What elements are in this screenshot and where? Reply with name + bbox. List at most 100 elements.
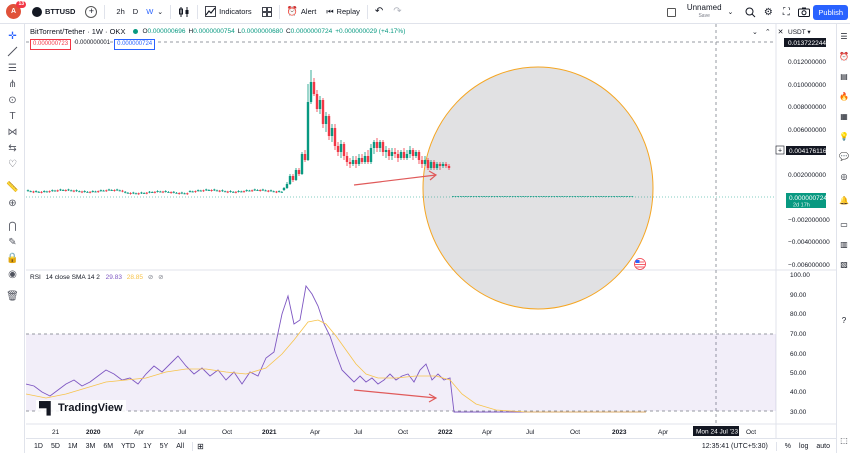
candle-body bbox=[333, 128, 337, 146]
price-tick-label: −0.004000000 bbox=[788, 239, 830, 246]
candle-body bbox=[210, 190, 213, 191]
remove-icon[interactable]: ⊘ bbox=[158, 274, 164, 281]
shapes-icon[interactable]: ⊙ bbox=[8, 94, 17, 106]
templates-button[interactable] bbox=[257, 0, 277, 24]
notifications-icon[interactable]: 🔔 bbox=[839, 195, 849, 205]
divider bbox=[192, 441, 194, 451]
price-tick-label: 0.012000000 bbox=[788, 59, 826, 66]
alerts-icon[interactable]: ⏰ bbox=[839, 51, 849, 61]
fib-retracement-icon[interactable]: ☰ bbox=[8, 62, 17, 74]
watchlist-icon[interactable]: ☰ bbox=[840, 31, 848, 41]
rsi-legend[interactable]: RSI 14 close SMA 14 2 29.83 28.85 ⊘ ⊘ bbox=[30, 273, 164, 281]
calendar-icon[interactable]: ▦ bbox=[840, 111, 848, 121]
range-5y[interactable]: 5Y bbox=[159, 442, 169, 450]
candle-body bbox=[194, 191, 197, 193]
chevron-up-icon[interactable]: ⌃ bbox=[764, 29, 771, 36]
rsi-arrow-line[interactable] bbox=[353, 389, 437, 399]
pattern-xabcd-icon[interactable]: ⋈ bbox=[7, 126, 18, 138]
interval-w[interactable]: W bbox=[146, 7, 154, 16]
alert-button[interactable]: ⏰ Alert bbox=[282, 0, 322, 24]
pattern-icon[interactable]: ⋔ bbox=[8, 78, 17, 90]
rsi-scale[interactable]: 100.00 90.00 80.00 70.00 60.00 50.00 40.00 30.0… bbox=[790, 272, 810, 416]
range-5d[interactable]: 5D bbox=[50, 442, 60, 450]
user-avatar[interactable]: A 13 bbox=[6, 1, 26, 19]
ideas-icon[interactable]: 💡 bbox=[839, 131, 849, 141]
order-panel-icon[interactable]: ▥ bbox=[840, 239, 848, 249]
range-1d[interactable]: 1D bbox=[34, 442, 43, 450]
chevron-down-icon[interactable]: ⌄ bbox=[157, 8, 164, 16]
chat-icon[interactable]: 💬 bbox=[839, 151, 849, 161]
chat2-icon[interactable]: ▭ bbox=[840, 219, 848, 229]
log-toggle[interactable]: log bbox=[799, 443, 809, 450]
drawing-toolbar: ✛ ☰ ⋔ ⊙ T ⋈ ⇆ ♡ 📏 ⊕ ⋂ ✎ 🔒 ◉ 🗑 bbox=[0, 24, 25, 453]
candle-body bbox=[339, 144, 343, 152]
hotlist-icon[interactable]: 🔥 bbox=[839, 91, 849, 101]
settings-icon[interactable]: ⊘ bbox=[147, 274, 154, 281]
zoom-in-icon[interactable]: ⊕ bbox=[8, 197, 17, 209]
interval-d[interactable]: D bbox=[132, 7, 139, 16]
auto-toggle[interactable]: auto bbox=[816, 443, 830, 450]
redo-button[interactable]: ↷ bbox=[388, 0, 406, 24]
buy-button[interactable]: 0.000000724 bbox=[114, 39, 156, 50]
goto-date-icon[interactable]: ⊞ bbox=[197, 441, 204, 451]
range-6m[interactable]: 6M bbox=[103, 442, 114, 450]
us-flag-icon[interactable] bbox=[634, 258, 646, 270]
layout-toggle[interactable] bbox=[662, 0, 681, 24]
compare-symbol-button[interactable]: + bbox=[80, 0, 102, 24]
circle-drawing[interactable] bbox=[422, 66, 654, 310]
data-window-icon[interactable]: ▤ bbox=[840, 71, 848, 81]
time-scale[interactable]: 21 2020 Apr Jul Oct 2021 Apr Jul Oct 2022 Apr Jul Oc… bbox=[52, 429, 756, 436]
chevron-down-icon[interactable]: ⌄ bbox=[752, 29, 758, 36]
icons-icon[interactable]: ♡ bbox=[8, 158, 17, 170]
candle-body bbox=[250, 190, 254, 192]
chevron-down-icon[interactable]: ⌄ bbox=[727, 9, 734, 16]
magnet-icon[interactable]: ⋂ bbox=[8, 220, 17, 232]
tradingview-logo[interactable]: ▀▌ TradingView bbox=[36, 400, 126, 416]
price-scale[interactable]: 0.012000000 0.010000000 0.008000000 0.00600… bbox=[788, 59, 830, 269]
fullscreen-icon[interactable]: ⛶ bbox=[782, 6, 790, 18]
range-all[interactable]: All bbox=[176, 442, 185, 450]
indicators-button[interactable]: Indicators bbox=[200, 0, 257, 24]
main-series-legend[interactable]: BitTorrent/Tether · 1W · OKX O0.00000069… bbox=[30, 27, 406, 36]
candle-body bbox=[345, 156, 349, 162]
text-icon[interactable]: T bbox=[9, 110, 16, 122]
dom-icon[interactable]: ▧ bbox=[840, 259, 848, 269]
chart-type-button[interactable] bbox=[173, 0, 195, 24]
stay-drawing-icon[interactable]: ✎ bbox=[8, 236, 17, 248]
expand-icon[interactable]: ⬚ bbox=[840, 435, 848, 445]
chart-canvas[interactable]: 0.012000000 0.010000000 0.008000000 0.00600… bbox=[26, 24, 836, 438]
undo-button[interactable]: ↶ bbox=[370, 0, 388, 24]
symbol-search-button[interactable]: BTTUSD bbox=[27, 0, 80, 24]
camera-icon[interactable] bbox=[795, 3, 813, 21]
interval-2h[interactable]: 2h bbox=[116, 7, 125, 16]
eye-icon[interactable]: ◉ bbox=[8, 268, 17, 280]
streams-icon[interactable]: ◎ bbox=[840, 171, 848, 181]
range-1y[interactable]: 1Y bbox=[143, 442, 152, 450]
candle-body bbox=[43, 191, 46, 192]
add-plus-icon[interactable] bbox=[775, 145, 785, 155]
gear-icon[interactable]: ⚙ bbox=[763, 6, 773, 18]
candle-body bbox=[151, 192, 154, 193]
price-arrow-line[interactable] bbox=[353, 174, 437, 186]
range-3m[interactable]: 3M bbox=[85, 442, 96, 450]
close-icon[interactable]: ✕ bbox=[777, 29, 784, 36]
range-ytd[interactable]: YTD bbox=[121, 442, 136, 450]
prediction-icon[interactable]: ⇆ bbox=[8, 142, 17, 154]
currency-selector[interactable]: USDT ▾ bbox=[788, 28, 811, 36]
percent-toggle[interactable]: % bbox=[784, 443, 792, 450]
sell-button[interactable]: 0.000000723 bbox=[30, 39, 72, 50]
publish-button[interactable]: Publish bbox=[813, 4, 848, 20]
last-price-value: 0.000000724 bbox=[789, 195, 827, 202]
layout-name-button[interactable]: Unnamed Save bbox=[681, 4, 728, 20]
trash-icon[interactable]: 🗑 bbox=[6, 290, 19, 302]
ruler-icon[interactable]: 📏 bbox=[6, 181, 19, 193]
trend-line-icon[interactable] bbox=[4, 44, 21, 58]
candle-body bbox=[232, 191, 235, 193]
lock-icon[interactable]: 🔒 bbox=[6, 252, 19, 264]
replay-button[interactable]: ⏮ Replay bbox=[321, 0, 365, 24]
search-icon[interactable] bbox=[741, 3, 759, 21]
clock[interactable]: 12:35:41 (UTC+5:30) bbox=[701, 443, 768, 450]
help-icon[interactable]: ? bbox=[841, 315, 847, 325]
range-1m[interactable]: 1M bbox=[67, 442, 78, 450]
crosshair-icon[interactable]: ✛ bbox=[8, 30, 17, 42]
